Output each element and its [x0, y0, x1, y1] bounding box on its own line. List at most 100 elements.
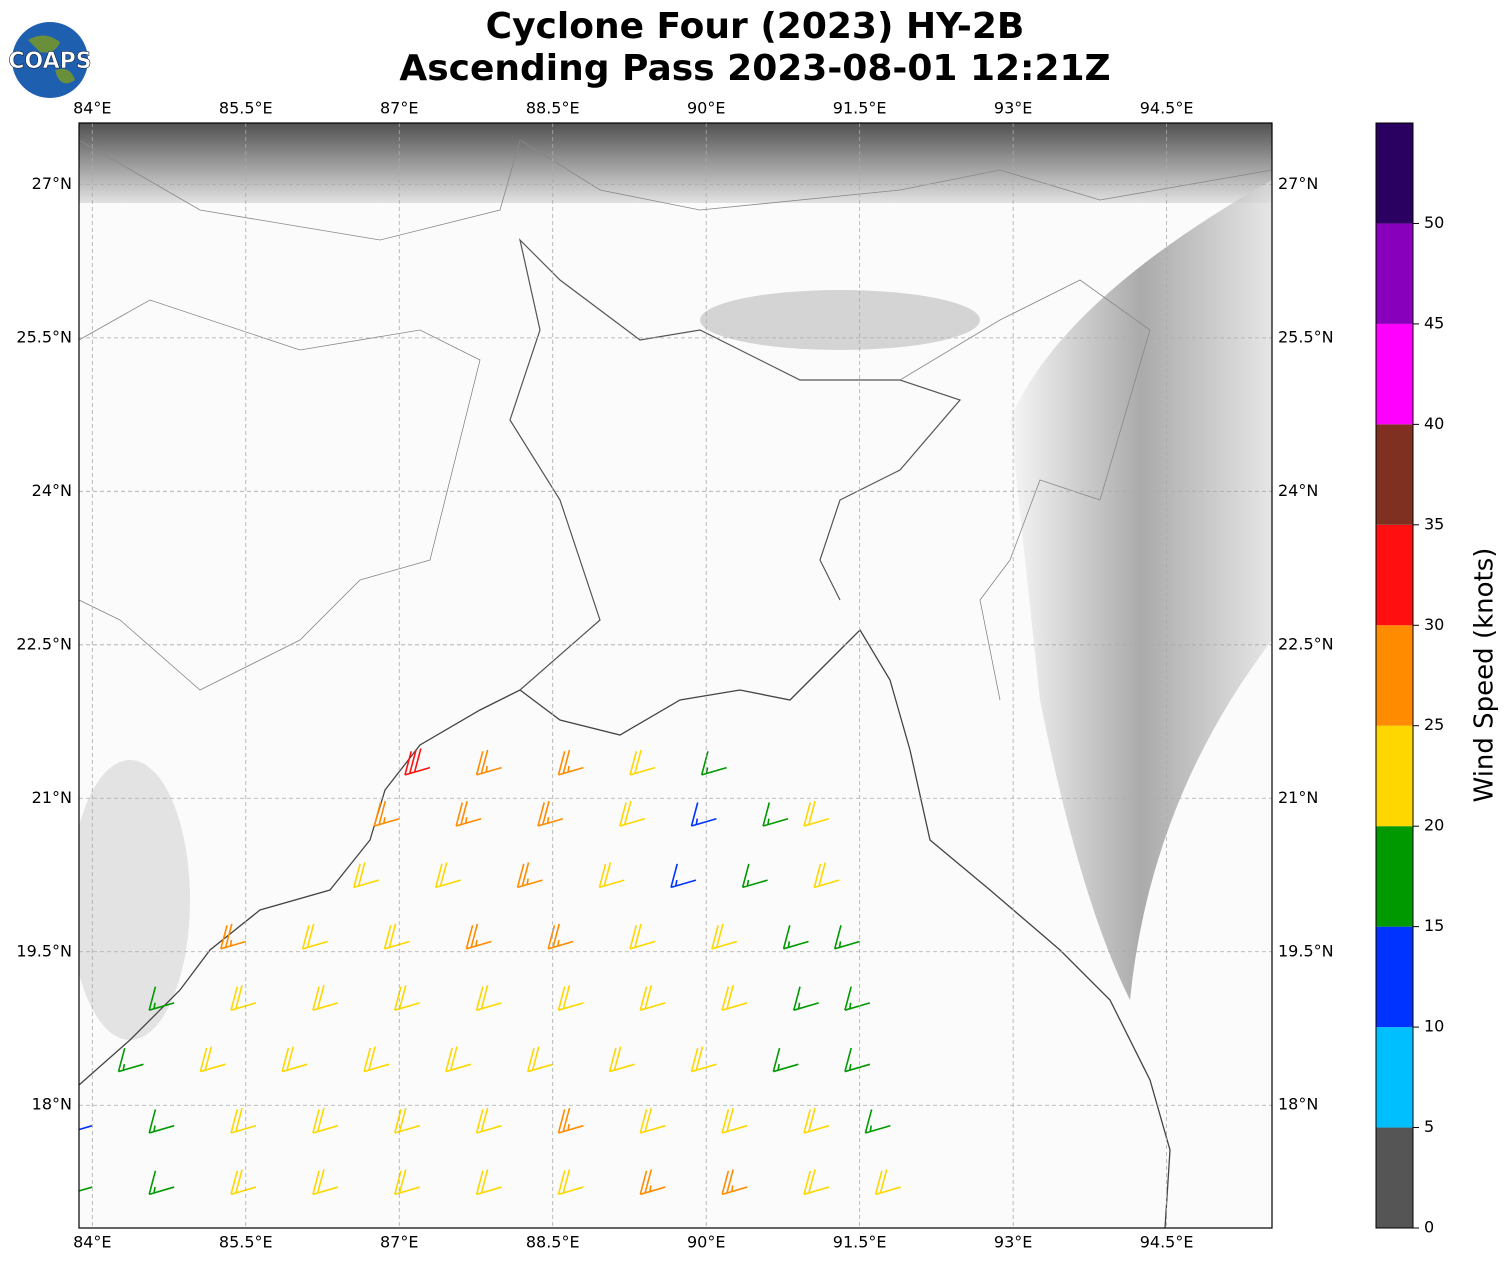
wind-barb — [353, 862, 380, 889]
wind-barb — [363, 1046, 390, 1073]
colorbar-tick-label: 5 — [1424, 1117, 1434, 1136]
wind-barb — [230, 1107, 257, 1134]
y-tick-label: 27°N — [32, 174, 72, 193]
wind-barb — [475, 1169, 502, 1196]
graticule: 84°E 84°E 85.5°E 85.5°E 87°E 87°E 88.5°E 88.5°E… — [16, 99, 1333, 1252]
logo-text: COAPS — [8, 49, 91, 74]
colorbar-tick-label: 0 — [1424, 1218, 1434, 1237]
wind-barb — [537, 800, 564, 827]
eastern-hills — [1010, 180, 1272, 1000]
colorbar-tick-label: 30 — [1424, 615, 1444, 634]
x-tick-label: 88.5°E — [526, 1233, 580, 1252]
y-tick-label: 21°N — [1278, 788, 1318, 807]
wind-barb — [281, 1046, 308, 1073]
wind-barb — [793, 986, 819, 1011]
colorbar-bin — [1376, 1027, 1413, 1128]
x-tick-label: 84°E — [73, 1233, 111, 1252]
wind-barb — [475, 749, 502, 776]
wind-barb — [690, 802, 717, 827]
colorbar-bin — [1376, 123, 1413, 224]
x-tick-label: 84°E — [73, 99, 111, 118]
wind-barb — [721, 1169, 748, 1196]
colorbar-bin — [1376, 424, 1413, 525]
y-tick-label: 24°N — [32, 481, 72, 500]
colorbar: 0 5 10 15 20 25 30 35 40 45 50 — [1375, 122, 1444, 1237]
colorbar-tick-label: 15 — [1424, 916, 1444, 935]
colorbar-tick-label: 50 — [1424, 213, 1444, 232]
x-tick-label: 85.5°E — [219, 99, 273, 118]
wind-barb — [393, 1169, 420, 1196]
wind-barb — [434, 862, 461, 889]
x-tick-label: 85.5°E — [219, 1233, 273, 1252]
wind-barb — [220, 923, 246, 950]
colorbar-tick-label: 40 — [1424, 414, 1444, 433]
wind-barb — [148, 986, 175, 1011]
wind-barb — [619, 800, 646, 827]
logo: COAPS — [8, 22, 92, 98]
colorbar-bin — [1376, 625, 1413, 726]
wind-barb — [833, 925, 860, 950]
wind-barb — [373, 800, 400, 827]
colorbar-bin — [1376, 524, 1413, 626]
basemap — [79, 123, 1272, 1228]
x-tick-label: 93°E — [994, 99, 1032, 118]
wind-barb — [117, 1047, 144, 1073]
shillong-plateau — [700, 290, 980, 350]
x-tick-label: 94.5°E — [1140, 1233, 1194, 1252]
wind-barb — [711, 923, 738, 950]
terrain — [79, 760, 190, 1040]
himalaya — [79, 123, 1272, 203]
border — [509, 238, 962, 691]
wind-barb — [844, 986, 871, 1011]
wind-barb — [148, 1109, 175, 1134]
wind-barb — [721, 1107, 748, 1134]
wind-barb — [312, 985, 339, 1011]
y-tick-label: 24°N — [1278, 481, 1318, 500]
y-tick-label: 18°N — [1278, 1095, 1318, 1114]
x-tick-label: 88.5°E — [526, 99, 580, 118]
wind-barb — [741, 863, 768, 889]
x-tick-label: 87°E — [380, 99, 418, 118]
colorbar-label: Wind Speed (knots) — [1470, 548, 1500, 803]
y-tick-label: 27°N — [1278, 174, 1318, 193]
y-tick-label: 21°N — [32, 788, 72, 807]
x-tick-label: 87°E — [380, 1233, 418, 1252]
wind-barb — [639, 1107, 666, 1134]
y-tick-label: 22.5°N — [16, 634, 72, 653]
wind-barb — [874, 1169, 901, 1196]
colorbar-bin — [1376, 1127, 1413, 1228]
wind-barb — [598, 862, 625, 889]
wind-barb — [383, 923, 410, 950]
wind-barb — [199, 1046, 226, 1073]
colorbar-bin — [1376, 826, 1413, 927]
wind-barb — [301, 923, 328, 950]
y-tick-label: 25.5°N — [16, 327, 72, 346]
wind-barb — [762, 802, 789, 827]
colorbar-bin — [1376, 223, 1413, 324]
colorbar-frame — [1375, 122, 1414, 1229]
wind-barb — [557, 749, 584, 776]
wind-barb — [547, 923, 574, 950]
wind-barb — [700, 751, 727, 776]
colorbar-tick-label: 35 — [1424, 514, 1444, 533]
y-tick-label: 22.5°N — [1278, 634, 1334, 653]
wind-barb — [312, 1107, 339, 1134]
colorbar-bin — [1376, 323, 1413, 425]
wind-barb — [639, 1169, 666, 1196]
wind-barb — [813, 862, 840, 889]
wind-barb — [803, 1107, 830, 1134]
subtitle: Ascending Pass 2023-08-01 12:21Z — [399, 48, 1110, 89]
wind-barb — [782, 925, 809, 950]
x-tick-label: 94.5°E — [1140, 99, 1194, 118]
colorbar-tick-label: 25 — [1424, 715, 1444, 734]
colorbar-bin — [1376, 725, 1413, 827]
wind-barb — [803, 800, 830, 827]
wind-barb — [629, 749, 656, 776]
map-frame — [78, 122, 1273, 1229]
x-tick-label: 90°E — [687, 1233, 725, 1252]
wind-barb — [516, 862, 543, 889]
wind-barb — [690, 1046, 717, 1073]
wind-barb — [721, 985, 748, 1011]
y-tick-label: 25.5°N — [1278, 327, 1334, 346]
